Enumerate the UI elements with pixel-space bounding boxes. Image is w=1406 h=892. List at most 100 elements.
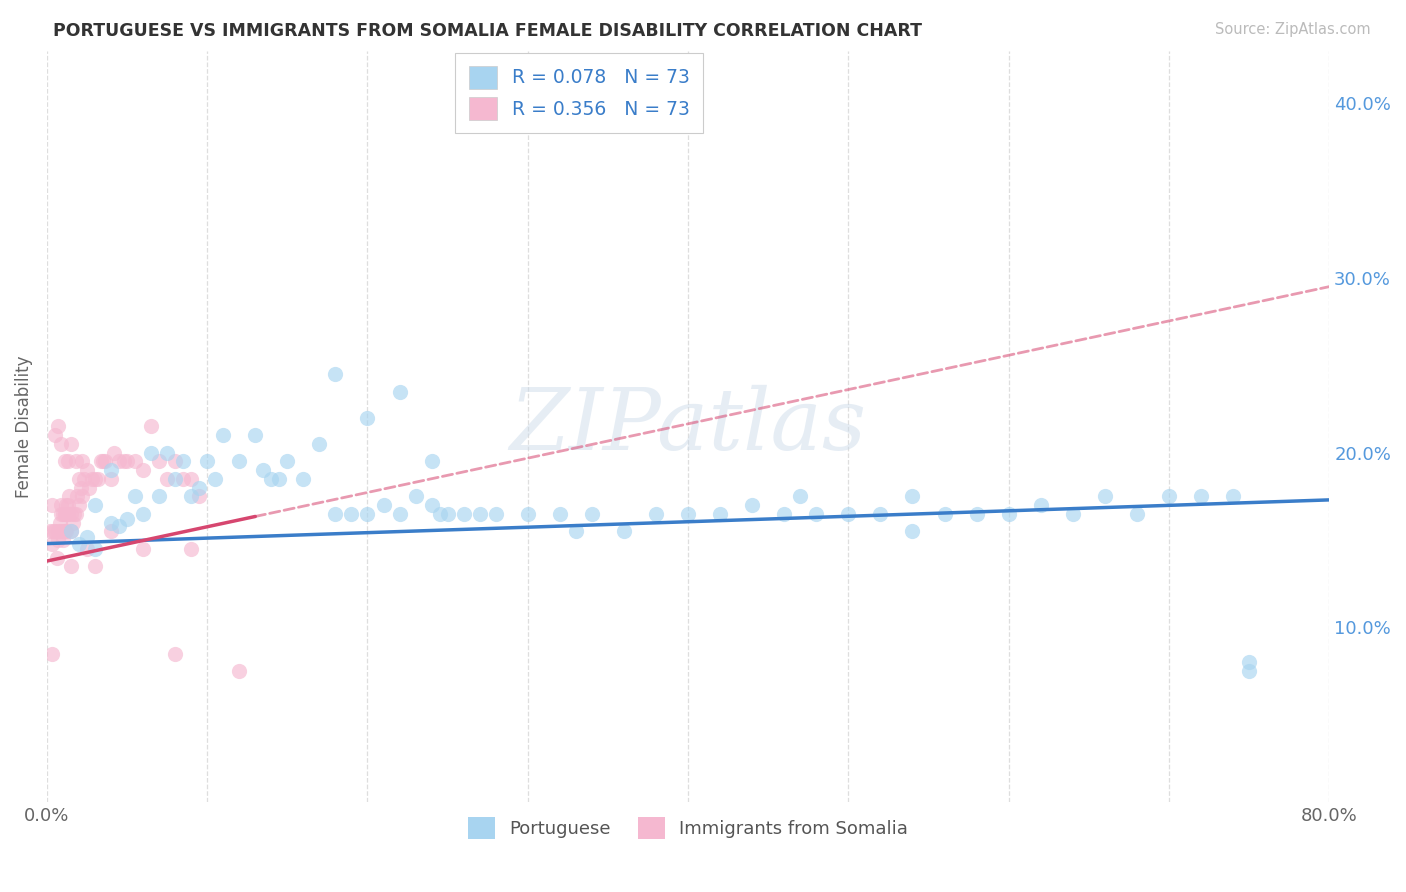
Point <box>709 507 731 521</box>
Point <box>212 428 235 442</box>
Point <box>53 524 76 539</box>
Point <box>581 507 603 521</box>
Point <box>516 507 538 521</box>
Text: Source: ZipAtlas.com: Source: ZipAtlas.com <box>1215 22 1371 37</box>
Point <box>228 454 250 468</box>
Point <box>934 507 956 521</box>
Point <box>132 541 155 556</box>
Point <box>228 664 250 678</box>
Point <box>55 498 77 512</box>
Point <box>76 541 98 556</box>
Point <box>56 498 79 512</box>
Point <box>46 533 69 547</box>
Point <box>67 536 90 550</box>
Point <box>46 419 69 434</box>
Point <box>565 524 588 539</box>
Point <box>52 524 75 539</box>
Point <box>41 498 63 512</box>
Point <box>48 524 70 539</box>
Point <box>65 507 87 521</box>
Point <box>51 437 73 451</box>
Point <box>84 559 107 574</box>
Point <box>420 454 443 468</box>
Point <box>252 463 274 477</box>
Point <box>70 489 93 503</box>
Point <box>292 472 315 486</box>
Point <box>77 481 100 495</box>
Point <box>39 524 62 539</box>
Point <box>56 454 79 468</box>
Point <box>548 507 571 521</box>
Point <box>485 507 508 521</box>
Point <box>80 472 103 486</box>
Point <box>132 507 155 521</box>
Point <box>148 489 170 503</box>
Point <box>52 507 75 521</box>
Point <box>56 507 79 521</box>
Point <box>165 472 187 486</box>
Point <box>1189 489 1212 503</box>
Point <box>260 472 283 486</box>
Point <box>69 481 91 495</box>
Point <box>139 446 162 460</box>
Point <box>51 507 73 521</box>
Text: PORTUGUESE VS IMMIGRANTS FROM SOMALIA FEMALE DISABILITY CORRELATION CHART: PORTUGUESE VS IMMIGRANTS FROM SOMALIA FE… <box>53 22 922 40</box>
Point <box>180 472 202 486</box>
Y-axis label: Female Disability: Female Disability <box>15 355 32 498</box>
Point <box>45 550 67 565</box>
Point <box>172 454 194 468</box>
Point <box>63 507 86 521</box>
Point <box>676 507 699 521</box>
Point <box>1062 507 1084 521</box>
Point <box>76 530 98 544</box>
Point <box>84 498 107 512</box>
Point <box>76 463 98 477</box>
Point <box>420 498 443 512</box>
Point <box>93 454 115 468</box>
Point <box>806 507 828 521</box>
Point <box>269 472 291 486</box>
Point <box>901 489 924 503</box>
Point <box>59 524 82 539</box>
Point <box>429 507 451 521</box>
Point <box>308 437 330 451</box>
Point <box>42 524 65 539</box>
Point <box>165 454 187 468</box>
Point <box>180 489 202 503</box>
Point <box>997 507 1019 521</box>
Point <box>156 446 179 460</box>
Point <box>373 498 395 512</box>
Point <box>195 454 218 468</box>
Point <box>645 507 668 521</box>
Point <box>73 472 96 486</box>
Point <box>453 507 475 521</box>
Point <box>468 507 491 521</box>
Point <box>773 507 796 521</box>
Point <box>84 472 107 486</box>
Point <box>100 516 122 530</box>
Point <box>55 507 77 521</box>
Point <box>172 472 194 486</box>
Point <box>108 519 131 533</box>
Point <box>59 437 82 451</box>
Point <box>115 454 138 468</box>
Point <box>84 541 107 556</box>
Point <box>41 647 63 661</box>
Point <box>112 454 135 468</box>
Point <box>124 489 146 503</box>
Legend: Portuguese, Immigrants from Somalia: Portuguese, Immigrants from Somalia <box>461 809 915 846</box>
Point <box>613 524 636 539</box>
Point <box>115 512 138 526</box>
Point <box>52 533 75 547</box>
Point <box>100 463 122 477</box>
Point <box>204 472 226 486</box>
Point <box>67 472 90 486</box>
Point <box>1029 498 1052 512</box>
Point <box>59 559 82 574</box>
Point <box>44 428 66 442</box>
Point <box>1222 489 1244 503</box>
Point <box>59 524 82 539</box>
Point <box>188 481 211 495</box>
Point <box>108 454 131 468</box>
Point <box>48 516 70 530</box>
